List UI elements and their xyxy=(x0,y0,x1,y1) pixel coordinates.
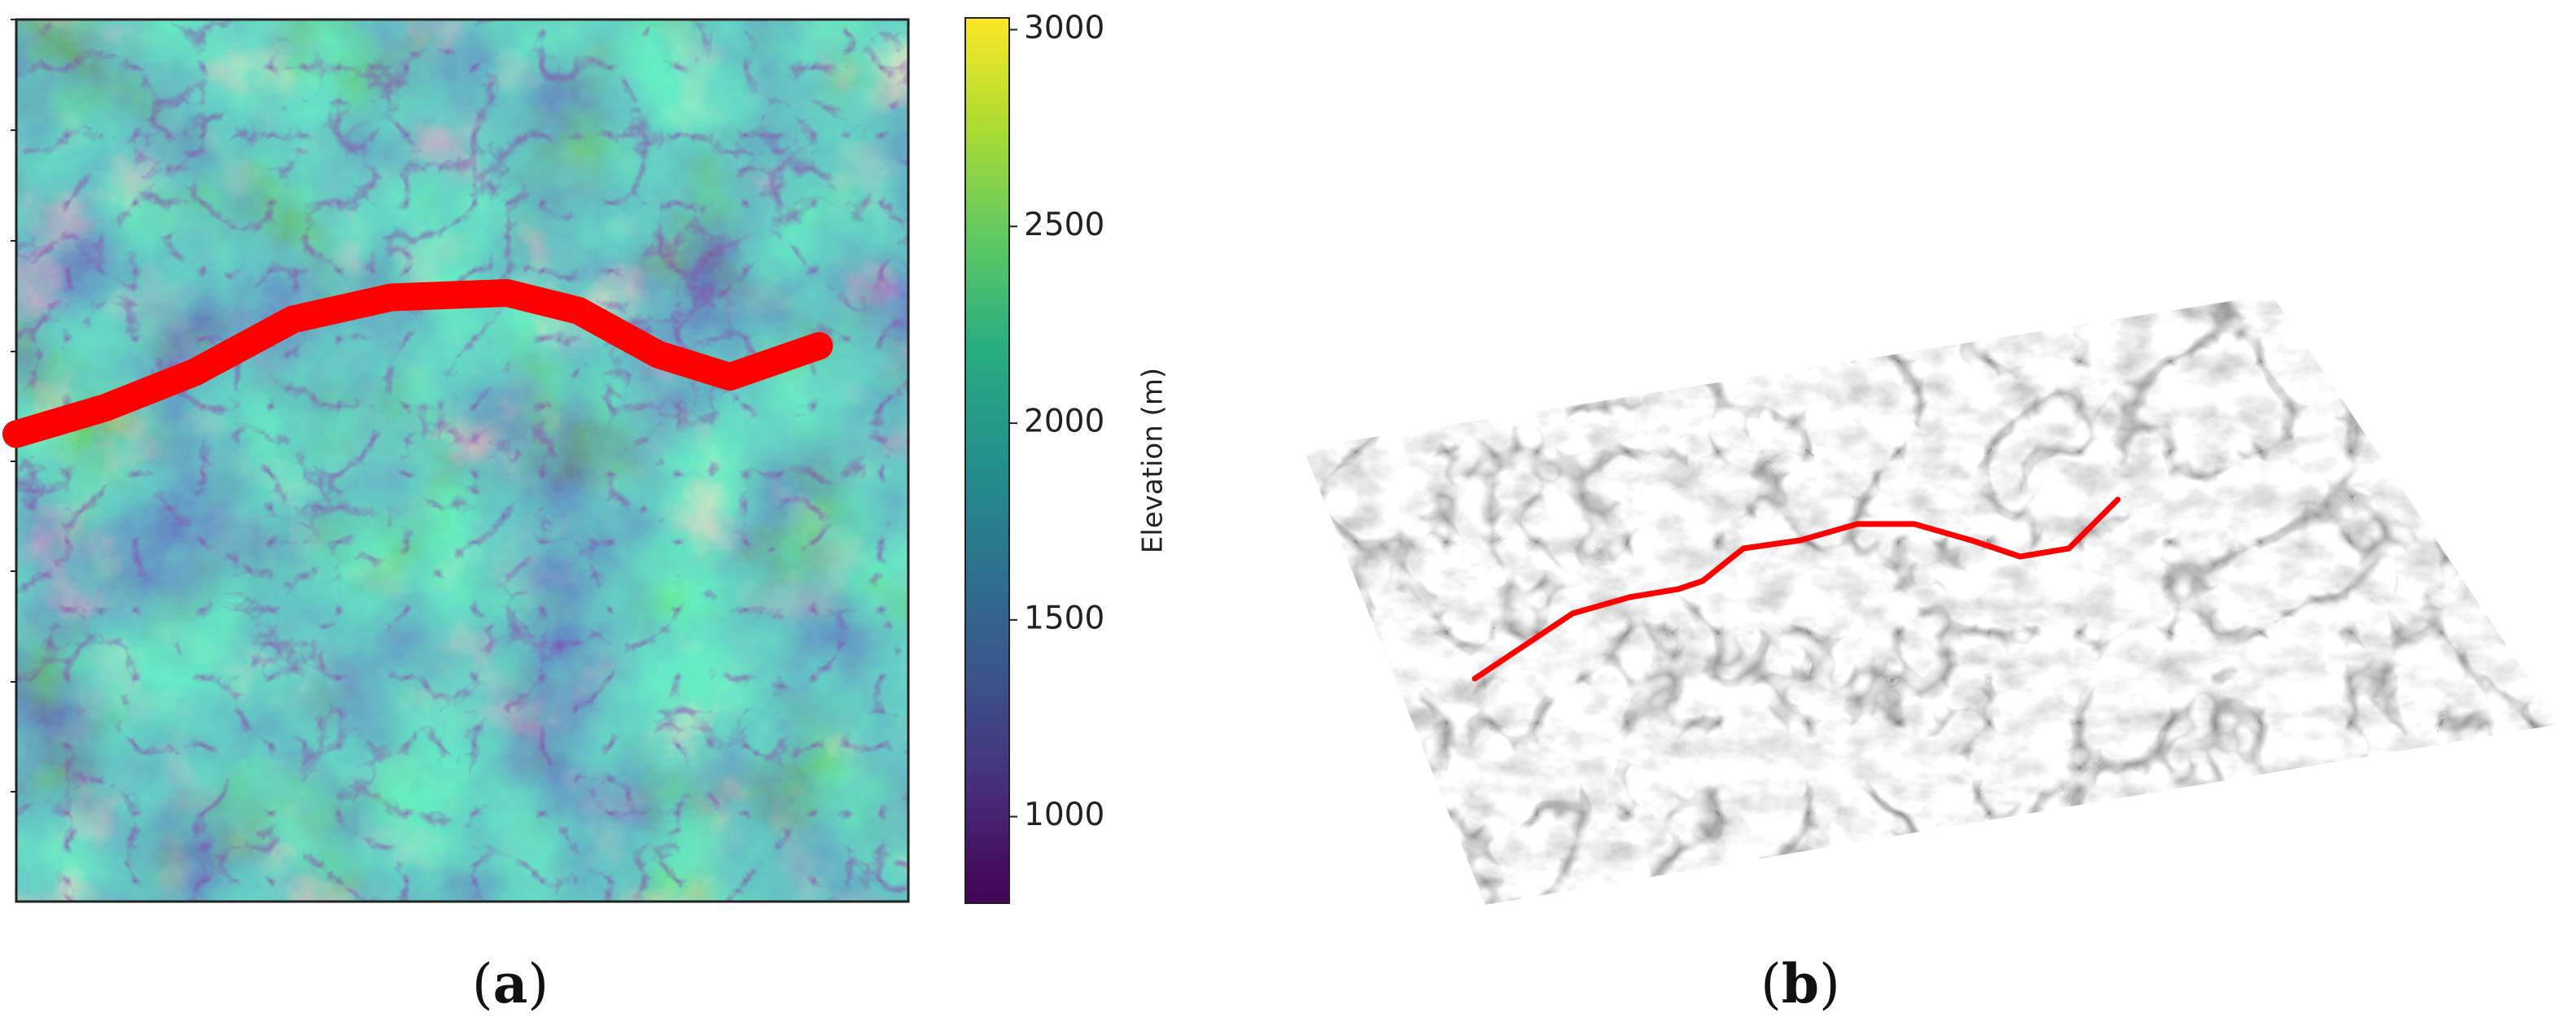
heatmap-left-ticks xyxy=(11,19,16,793)
colorbar-tick-label: 2000 xyxy=(1024,404,1104,440)
caption-b-close: ) xyxy=(1819,953,1840,1015)
caption-b-letter: b xyxy=(1782,952,1819,1015)
panel-a: 1000 1500 2000 2500 3000 Elevation (m) xyxy=(2,10,1170,904)
caption-a: (a) xyxy=(472,952,549,1015)
caption-a-close: ) xyxy=(527,953,549,1015)
caption-b: (b) xyxy=(1760,952,1840,1015)
caption-b-open: ( xyxy=(1760,953,1782,1015)
colorbar-ticks: 1000 1500 2000 2500 3000 xyxy=(1009,10,1104,833)
colorbar-tick-label: 1000 xyxy=(1024,797,1104,833)
colorbar-tick-label: 3000 xyxy=(1024,10,1104,46)
colorbar-tick-label: 2500 xyxy=(1024,207,1104,243)
route-line-a xyxy=(2,279,833,448)
colorbar xyxy=(964,17,1010,904)
colorbar-tick-label: 1500 xyxy=(1024,600,1104,636)
panel-b xyxy=(1303,295,2560,905)
colorbar-label: Elevation (m) xyxy=(1137,368,1170,553)
route-line-b xyxy=(1472,496,2121,682)
elevation-heatmap xyxy=(16,20,908,902)
terrain-surface xyxy=(1303,295,2560,905)
caption-a-letter: a xyxy=(493,952,528,1015)
caption-a-open: ( xyxy=(472,953,493,1015)
